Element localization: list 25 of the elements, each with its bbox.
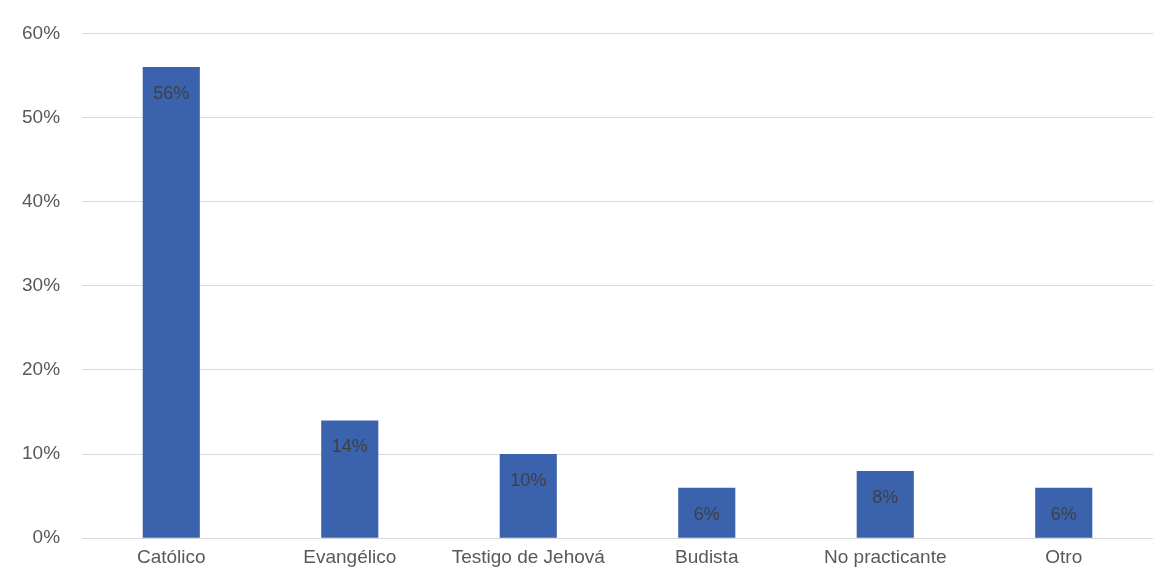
data-label: 6%: [1050, 503, 1077, 524]
data-label: 10%: [510, 470, 547, 491]
y-tick-label: 50%: [22, 105, 61, 127]
bar: [678, 487, 736, 538]
y-tick-label: 40%: [22, 189, 61, 211]
x-tick-label: Evangélico: [303, 545, 397, 567]
bar: [142, 67, 200, 538]
y-tick-label: 10%: [22, 442, 61, 464]
bar: [321, 420, 379, 538]
data-label: 6%: [693, 503, 720, 524]
data-label: 56%: [153, 83, 190, 104]
bar: [499, 454, 557, 538]
y-tick-label: 0%: [32, 526, 61, 548]
bar: [856, 470, 914, 538]
y-tick-label: 30%: [22, 274, 61, 296]
x-tick-label: Católico: [136, 545, 206, 567]
y-tick-label: 20%: [22, 358, 61, 380]
y-tick-label: 60%: [22, 21, 61, 43]
x-tick-label: No practicante: [824, 545, 947, 567]
x-tick-label: Testigo de Jehová: [451, 545, 606, 567]
bar: [1035, 487, 1093, 538]
data-label: 14%: [331, 436, 368, 457]
x-tick-label: Otro: [1045, 545, 1083, 567]
data-label: 8%: [872, 486, 899, 507]
x-tick-label: Budista: [675, 545, 739, 567]
